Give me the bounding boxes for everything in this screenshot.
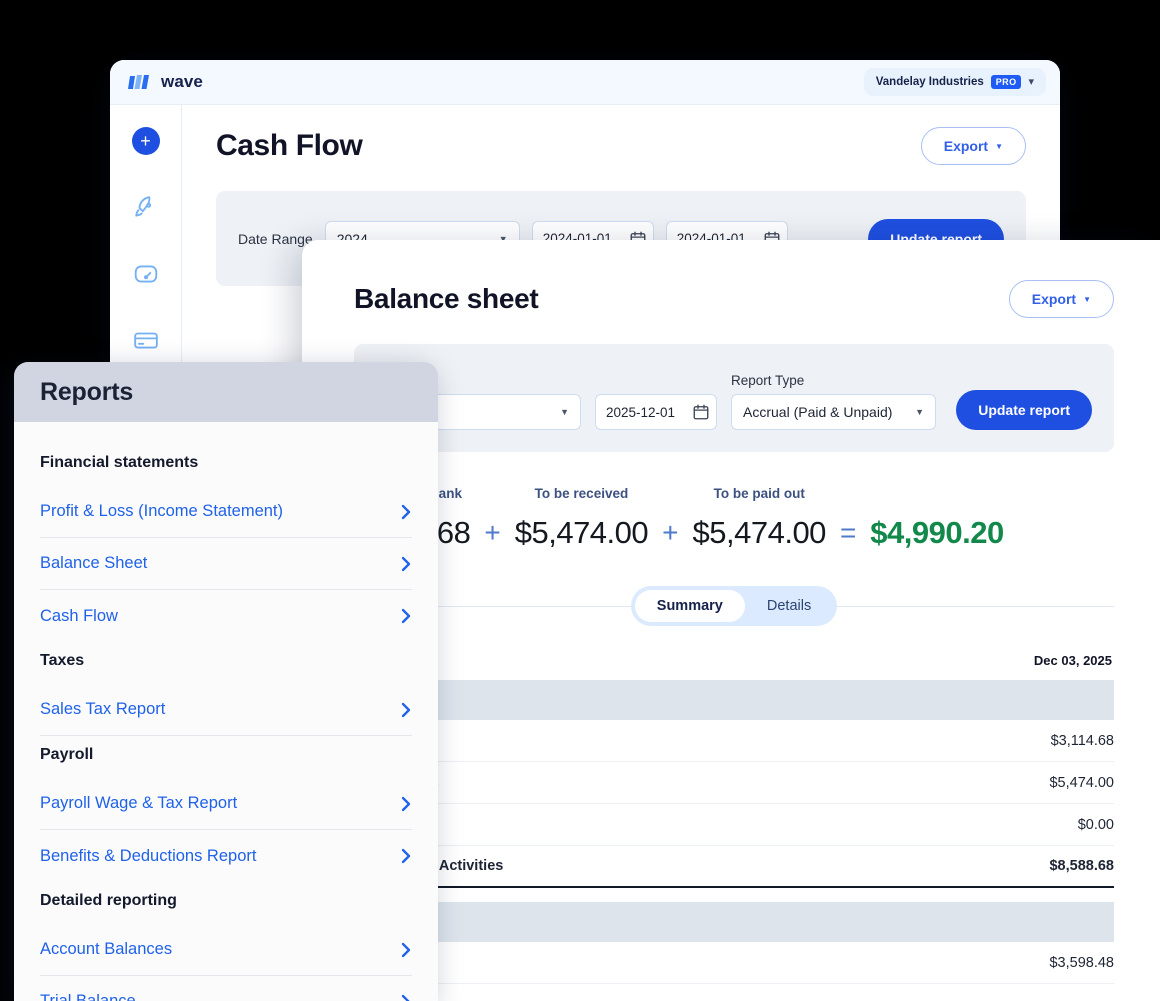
rocket-icon[interactable]: [133, 195, 159, 221]
balance-sheet-table: d Bank $3,114.68 urrent Assets $5,474.00…: [354, 680, 1114, 984]
export-label: Export: [1031, 291, 1077, 307]
gauge-icon[interactable]: [133, 261, 159, 287]
reports-panel: Reports Financial statements Profit & Lo…: [14, 362, 438, 1001]
org-switcher[interactable]: Vandelay Industries PRO ▾: [863, 68, 1046, 96]
report-link-label: Profit & Loss (Income Statement): [40, 502, 284, 520]
report-link-label: Payroll Wage & Tax Report: [40, 794, 238, 812]
balance-sheet-filter-bar: ▼ 2025-12-01 Report Type Accrual (Paid &…: [354, 344, 1114, 452]
report-link-balance-sheet[interactable]: Balance Sheet: [40, 538, 412, 590]
sidebar-rail: +: [110, 105, 182, 390]
reports-group-heading: Taxes: [40, 652, 85, 669]
section-band: [354, 680, 1114, 720]
cash-flow-header: Cash Flow Export ▼: [216, 127, 1026, 165]
caret-down-icon: ▼: [915, 407, 924, 417]
operator-plus: +: [662, 517, 679, 548]
caret-down-icon: ▼: [995, 141, 1003, 151]
tab-summary[interactable]: Summary: [634, 590, 745, 622]
date-range-label: Date Range: [238, 230, 313, 247]
wave-logo[interactable]: wave: [128, 72, 203, 92]
caret-down-icon: ▼: [498, 233, 508, 244]
wave-wordmark: wave: [161, 72, 203, 91]
summary-result: $4,990.20: [870, 515, 1004, 551]
report-link-label: Benefits & Deductions Report: [40, 846, 257, 865]
summary-caption: To be received: [534, 486, 629, 501]
report-link-cash-flow[interactable]: Cash Flow: [40, 590, 412, 642]
report-link-payroll-wage-tax[interactable]: Payroll Wage & Tax Report: [40, 778, 412, 830]
page-title: Cash Flow: [216, 129, 363, 162]
summary-result-value: $4,990.20: [870, 515, 1004, 550]
table-row[interactable]: Liabilities $3,598.48: [354, 942, 1114, 984]
report-link-sales-tax[interactable]: Sales Tax Report: [40, 684, 412, 736]
report-type-label: Report Type: [731, 373, 805, 388]
as-of-date-value: 2025-12-01: [606, 404, 676, 420]
operator-equals: =: [839, 517, 857, 548]
report-type-field: Report Type Accrual (Paid & Unpaid) ▼: [731, 373, 936, 430]
org-name: Vandelay Industries: [875, 76, 984, 88]
export-button[interactable]: Export ▼: [1008, 280, 1114, 318]
report-type-value: Accrual (Paid & Unpaid): [743, 404, 893, 420]
reports-group-heading: Financial statements: [40, 454, 199, 471]
table-date-header: Dec 03, 2025: [1033, 653, 1112, 668]
plus-icon[interactable]: +: [131, 127, 160, 155]
table-row[interactable]: rm Assets $0.00: [354, 804, 1114, 846]
summary-equation: Cash and Bank 3,114.68 + To be received …: [354, 486, 1114, 551]
calendar-icon[interactable]: [692, 403, 710, 421]
chevron-right-icon: [401, 702, 411, 717]
report-link-label: Trial Balance: [40, 992, 136, 1001]
page-title: Balance sheet: [354, 283, 539, 314]
update-report-button[interactable]: Update report: [956, 390, 1092, 430]
report-link-label: Balance Sheet: [40, 554, 148, 572]
chevron-down-icon: ▾: [1028, 75, 1034, 88]
chevron-right-icon: [401, 556, 411, 571]
tab-details[interactable]: Details: [766, 598, 812, 614]
chevron-right-icon: [401, 994, 411, 1001]
row-amount: $3,598.48: [1049, 954, 1114, 971]
caret-down-icon: ▼: [1083, 294, 1091, 304]
tab-group: Summary Details: [630, 586, 838, 626]
balance-sheet-header: Balance sheet Export ▼: [354, 280, 1114, 318]
reports-group-heading: Payroll: [40, 746, 94, 763]
report-type-select[interactable]: Accrual (Paid & Unpaid) ▼: [731, 394, 936, 430]
table-row-total: n Operating Activities $8,588.68: [354, 846, 1114, 888]
report-link-label: Sales Tax Report: [40, 700, 166, 718]
pro-badge: PRO: [990, 75, 1022, 89]
summary-item: To be paid out $5,474.00: [692, 486, 827, 551]
export-label: Export: [943, 138, 989, 154]
chevron-right-icon: [401, 608, 411, 624]
reports-title: Reports: [40, 377, 134, 406]
credit-card-icon[interactable]: [133, 327, 159, 353]
report-link-profit-and-loss[interactable]: Profit & Loss (Income Statement): [40, 486, 412, 538]
operator-plus: +: [484, 517, 501, 548]
summary-value: $5,474.00: [692, 515, 827, 550]
chevron-right-icon: [401, 504, 411, 519]
as-of-date-input[interactable]: 2025-12-01: [595, 394, 717, 430]
summary-value: $5,474.00: [514, 515, 649, 550]
report-link-label: Account Balances: [40, 940, 173, 958]
section-band: [354, 902, 1114, 942]
app-topbar: wave Vandelay Industries PRO ▾: [110, 60, 1060, 105]
chevron-right-icon: [401, 848, 411, 864]
wave-logo-icon: [128, 75, 149, 89]
report-link-trial-balance[interactable]: Trial Balance: [40, 976, 412, 1001]
reports-header: Reports: [14, 362, 438, 422]
view-tabs: Summary Details: [354, 581, 1114, 631]
row-amount: $3,114.68: [1050, 732, 1114, 749]
summary-caption: To be paid out: [713, 486, 805, 501]
report-link-benefits-deductions[interactable]: Benefits & Deductions Report: [40, 830, 412, 882]
row-amount: $0.00: [1077, 816, 1114, 833]
summary-item: To be received $5,474.00: [514, 486, 649, 551]
caret-down-icon: ▼: [560, 407, 569, 417]
reports-list: Financial statements Profit & Loss (Inco…: [14, 422, 438, 1001]
report-link-account-balances[interactable]: Account Balances: [40, 924, 412, 976]
reports-group-heading: Detailed reporting: [40, 892, 177, 909]
row-amount: $8,588.68: [1049, 858, 1114, 874]
table-row[interactable]: urrent Assets $5,474.00: [354, 762, 1114, 804]
table-row[interactable]: d Bank $3,114.68: [354, 720, 1114, 762]
export-button[interactable]: Export ▼: [920, 127, 1026, 165]
report-link-label: Cash Flow: [40, 606, 118, 625]
chevron-right-icon: [401, 796, 411, 811]
row-amount: $5,474.00: [1049, 774, 1114, 791]
chevron-right-icon: [401, 942, 411, 957]
